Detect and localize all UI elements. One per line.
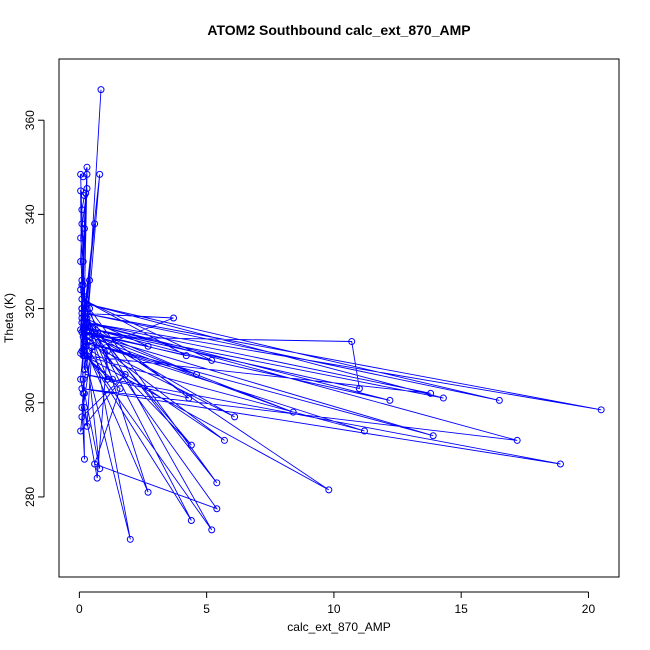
- data-point: [80, 314, 88, 322]
- data-point: [103, 375, 111, 383]
- data-point: [80, 403, 88, 411]
- data-point: [93, 474, 101, 482]
- data-point: [439, 394, 447, 402]
- x-tick-label: 5: [203, 602, 210, 616]
- data-point: [86, 305, 94, 313]
- y-axis-label: Theta (K): [2, 293, 16, 343]
- series-polyline: [79, 89, 602, 540]
- data-point: [83, 305, 91, 313]
- data-point: [80, 389, 88, 397]
- x-axis: 0 5 10 15 20: [76, 591, 596, 616]
- x-axis-label: calc_ext_870_AMP: [287, 620, 390, 634]
- data-point: [187, 516, 195, 524]
- data-point: [170, 314, 178, 322]
- data-point: [78, 328, 86, 336]
- data-points: [77, 86, 605, 543]
- data-point: [208, 526, 216, 534]
- data-point: [83, 314, 91, 322]
- data-point: [192, 371, 200, 379]
- data-point: [108, 375, 116, 383]
- chart-title: ATOM2 Southbound calc_ext_870_AMP: [207, 22, 470, 38]
- data-point: [556, 460, 564, 468]
- data-point: [325, 486, 333, 494]
- data-point: [231, 413, 239, 421]
- data-point: [495, 396, 503, 404]
- data-point: [77, 234, 85, 242]
- data-point: [213, 505, 221, 513]
- data-point: [97, 86, 105, 94]
- data-point: [96, 170, 104, 178]
- data-point: [86, 333, 94, 341]
- data-point: [88, 342, 96, 350]
- data-point: [91, 220, 99, 228]
- data-point: [78, 295, 86, 303]
- y-tick-label: 280: [23, 487, 37, 507]
- data-point: [348, 338, 356, 346]
- data-point: [83, 185, 91, 192]
- x-tick-label: 20: [582, 602, 596, 616]
- data-point: [78, 276, 86, 284]
- y-tick-label: 360: [23, 110, 37, 130]
- data-point: [80, 342, 88, 350]
- y-tick-label: 340: [23, 204, 37, 224]
- data-point: [513, 436, 521, 444]
- data-point: [83, 352, 91, 360]
- data-point: [103, 347, 111, 355]
- data-point: [144, 342, 152, 350]
- data-point: [355, 385, 363, 393]
- data-point: [121, 371, 129, 379]
- data-point: [86, 323, 94, 331]
- x-tick-label: 10: [327, 602, 341, 616]
- data-point: [187, 441, 195, 449]
- data-point: [80, 352, 88, 360]
- data-point: [77, 375, 85, 383]
- data-point: [116, 385, 124, 393]
- data-point: [91, 460, 99, 468]
- data-point: [213, 479, 221, 487]
- series-line: [79, 89, 602, 540]
- data-point: [83, 163, 91, 171]
- data-point: [86, 276, 94, 284]
- data-point: [289, 408, 297, 416]
- data-point: [78, 403, 86, 411]
- data-point: [597, 406, 605, 414]
- data-point: [79, 173, 87, 181]
- data-point: [360, 427, 368, 435]
- data-point: [144, 488, 152, 496]
- data-point: [78, 220, 86, 228]
- data-point: [83, 170, 91, 178]
- plot-frame: [58, 58, 620, 578]
- data-point: [126, 535, 134, 543]
- data-point: [386, 396, 394, 404]
- data-point: [78, 413, 86, 421]
- data-point: [77, 286, 85, 294]
- data-point: [82, 189, 90, 197]
- data-point: [96, 465, 104, 473]
- x-tick-label: 0: [76, 602, 83, 616]
- data-point: [220, 436, 228, 444]
- data-point: [78, 206, 86, 214]
- data-point: [83, 333, 91, 341]
- data-point: [83, 323, 91, 331]
- y-tick-label: 300: [23, 392, 37, 412]
- data-point: [208, 356, 216, 364]
- data-point: [79, 375, 87, 383]
- data-point: [77, 257, 85, 265]
- data-point: [185, 394, 193, 402]
- data-point: [429, 432, 437, 440]
- data-point: [78, 281, 86, 289]
- data-point: [427, 389, 435, 397]
- data-point: [182, 352, 190, 360]
- y-axis: 280 300 320 340 360: [23, 110, 45, 507]
- y-tick-label: 320: [23, 298, 37, 318]
- data-point: [82, 295, 90, 303]
- data-point: [79, 257, 87, 265]
- data-point: [83, 422, 91, 430]
- data-point: [77, 427, 85, 435]
- data-point: [80, 455, 88, 463]
- x-tick-label: 15: [455, 602, 469, 616]
- data-point: [80, 366, 88, 374]
